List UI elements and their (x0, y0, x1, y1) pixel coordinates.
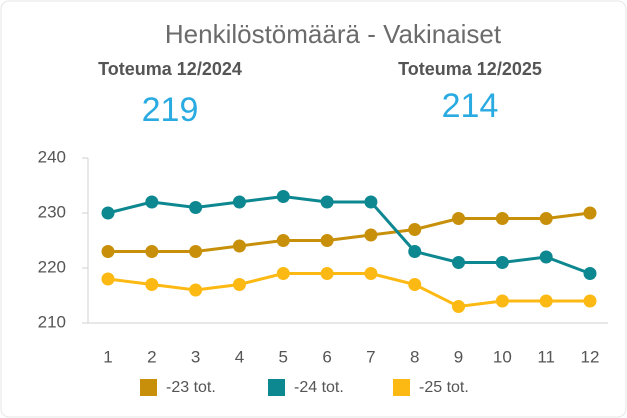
x-tick-label: 6 (322, 347, 331, 366)
x-tick-label: 11 (537, 347, 555, 366)
kpi-value: 219 (142, 91, 199, 129)
data-point (583, 206, 597, 220)
data-point (189, 245, 203, 258)
x-tick-label: 9 (454, 347, 463, 366)
data-point (145, 278, 159, 291)
y-tick-label: 230 (38, 202, 66, 221)
x-tick-label: 5 (279, 347, 288, 366)
data-point (320, 195, 334, 209)
data-point (583, 294, 597, 308)
x-tick-label: 3 (191, 347, 200, 366)
series-line (107, 272, 590, 309)
series-line (108, 211, 591, 253)
y-tick-label: 220 (38, 257, 66, 276)
data-point (276, 234, 290, 247)
data-point (408, 278, 422, 291)
series-line (107, 194, 591, 275)
data-point (232, 278, 246, 291)
data-point (320, 234, 334, 247)
x-tick-label: 7 (366, 347, 375, 366)
data-point (189, 201, 203, 214)
data-point (408, 245, 422, 258)
legend-label: -24 tot. (294, 379, 344, 396)
legend-swatch (268, 379, 285, 396)
data-point (145, 195, 159, 209)
legend-swatch (140, 379, 157, 396)
data-point (495, 294, 509, 308)
data-point (276, 267, 290, 280)
x-tick-label: 10 (493, 347, 512, 366)
data-point (539, 294, 553, 308)
data-point (452, 300, 466, 313)
data-point (232, 195, 246, 209)
title: Henkilöstömäärä - Vakinaiset (165, 19, 502, 49)
kpi-label: Toteuma 12/2025 (398, 59, 542, 79)
legend-label: -23 tot. (166, 379, 216, 396)
data-point (232, 239, 246, 253)
x-tick-label: 8 (410, 347, 419, 366)
data-point (189, 283, 203, 297)
data-point (364, 228, 378, 242)
x-tick-label: 1 (103, 347, 112, 366)
data-point (452, 256, 466, 269)
data-point (452, 212, 466, 225)
data-point (364, 267, 378, 280)
data-point (495, 212, 509, 225)
data-point (276, 190, 290, 203)
legend-label: -25 tot. (419, 379, 469, 396)
data-point (583, 267, 597, 280)
data-point (101, 245, 115, 258)
y-tick-label: 240 (38, 147, 66, 166)
data-point (539, 250, 553, 264)
x-tick-label: 4 (235, 347, 244, 366)
kpi-label: Toteuma 12/2024 (98, 59, 242, 79)
data-point (320, 267, 334, 280)
data-point (364, 195, 378, 209)
x-tick-label: 12 (581, 347, 600, 366)
kpi-value: 214 (442, 87, 499, 125)
legend-swatch (393, 379, 410, 396)
data-point (145, 245, 159, 258)
data-point (408, 223, 422, 236)
data-point (101, 272, 115, 286)
data-point (101, 206, 115, 220)
y-tick-label: 210 (38, 312, 66, 331)
data-point (539, 212, 553, 225)
data-point (495, 256, 509, 269)
x-tick-label: 2 (147, 347, 156, 366)
